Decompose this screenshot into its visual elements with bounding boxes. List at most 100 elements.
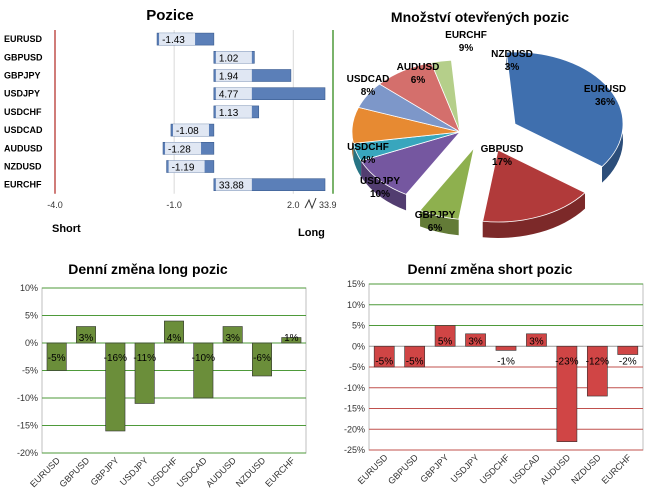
pie-title: Množství otevřených pozic: [391, 9, 569, 25]
data-label: -5%: [375, 356, 393, 367]
category-label: AUDUSD: [204, 455, 238, 489]
pie-slice: [419, 147, 475, 220]
category-label: AUDUSD: [4, 143, 43, 153]
category-label: USDJPY: [4, 89, 40, 99]
data-label: -23%: [555, 356, 578, 367]
change-bar: [434, 325, 456, 347]
value-label: 1.02: [219, 53, 239, 64]
long-change-chart: Denní změna long pozic -20% -15% -10% -5% 0%…: [17, 261, 307, 489]
pie-label: EURCHF: [445, 30, 487, 41]
data-label: -11%: [133, 353, 156, 364]
category-label: GBPJPY: [89, 455, 121, 487]
data-label: -12%: [586, 356, 609, 367]
data-label: -10%: [192, 353, 215, 364]
pie-slice-side: [482, 192, 586, 238]
value-label-bg: [215, 105, 252, 118]
value-label-bg: [215, 178, 252, 191]
change-bar: [193, 342, 214, 399]
pie-label: EURUSD: [584, 84, 626, 95]
x-tick-label: 2.0: [287, 200, 300, 210]
value-label-bg: [215, 69, 252, 82]
pie-label: USDJPY: [360, 176, 400, 187]
category-label: EURUSD: [356, 452, 390, 486]
value-label: -1.28: [168, 144, 191, 155]
category-label: USDJPY: [449, 452, 481, 484]
pie-slice: [482, 149, 586, 223]
category-label: NZDUSD: [4, 162, 42, 172]
value-label-bg: [215, 87, 252, 100]
short-change-title: Denní změna short pozic: [408, 261, 573, 277]
category-label: GBPJPY: [4, 71, 41, 81]
y-tick-label: -10%: [344, 383, 365, 393]
data-label: -5%: [406, 356, 424, 367]
pie-label: USDCAD: [347, 74, 390, 85]
category-label: USDCHF: [478, 452, 512, 486]
data-label: 1%: [284, 333, 299, 344]
short-change-chart: Denní změna short pozic -25% -20% -15% -10%…: [344, 261, 644, 486]
y-tick-label: -15%: [344, 404, 365, 414]
y-tick-label: 10%: [20, 283, 38, 293]
category-label: EURCHF: [263, 455, 297, 489]
pie-label: GBPJPY: [415, 210, 456, 221]
change-bar: [526, 333, 547, 347]
positions-title: Pozice: [146, 7, 194, 24]
change-bar: [134, 342, 155, 404]
x-tick-label: -1.0: [166, 200, 182, 210]
long-label: Long: [298, 227, 325, 239]
data-label: 3%: [529, 336, 544, 347]
positions-chart: Pozice -4.0 -1.0 2.0 33.9 EURUSD -1.43 GBPUSD 1…: [4, 7, 337, 239]
data-label: 5%: [438, 336, 453, 347]
pie-slice-side: [353, 143, 362, 177]
category-label: EURCHF: [4, 180, 42, 190]
data-label: -5%: [48, 353, 66, 364]
change-bar: [556, 345, 578, 442]
change-bar: [465, 333, 486, 347]
y-tick-label: -5%: [349, 362, 365, 372]
change-bar: [222, 326, 243, 344]
change-bar: [252, 342, 272, 377]
change-bar: [617, 345, 639, 355]
category-label: USDCAD: [4, 125, 43, 135]
category-label: USDCAD: [175, 455, 209, 489]
x-tick-label: -4.0: [47, 200, 63, 210]
value-label: 4.77: [219, 90, 239, 101]
pie-slice-side: [361, 160, 407, 211]
pie-pct-label: 9%: [459, 43, 474, 54]
pie-slice: [430, 59, 461, 133]
category-label: GBPJPY: [418, 452, 450, 484]
change-bar: [495, 345, 517, 351]
change-bar: [105, 342, 126, 432]
value-label: 1.94: [219, 72, 239, 83]
y-tick-label: 15%: [347, 279, 365, 289]
value-label-bg: [159, 33, 196, 46]
category-label: USDCHF: [146, 455, 180, 489]
pie-pct-label: 4%: [361, 155, 376, 166]
pie-pct-label: 36%: [595, 97, 615, 108]
pie-pct-label: 17%: [492, 157, 512, 168]
change-bar: [586, 345, 608, 397]
change-bar: [373, 345, 395, 368]
change-bar: [46, 342, 67, 371]
category-label: NZDUSD: [234, 455, 268, 489]
data-label: -16%: [104, 353, 127, 364]
y-tick-label: -20%: [344, 424, 365, 434]
data-label: 3%: [79, 333, 94, 344]
short-label: Short: [52, 223, 81, 235]
data-label: -6%: [253, 353, 271, 364]
change-bar: [404, 345, 426, 368]
category-label: GBPUSD: [4, 52, 43, 62]
y-tick-label: -15%: [17, 421, 38, 431]
pie-slice: [505, 51, 624, 168]
data-label: -1%: [497, 356, 515, 367]
category-label: USDJPY: [118, 455, 150, 487]
pie-label: NZDUSD: [491, 49, 533, 60]
category-label: AUDUSD: [538, 452, 572, 486]
pie-label: AUDUSD: [397, 62, 440, 73]
y-tick-label: -5%: [22, 366, 38, 376]
category-label: USDCHF: [4, 107, 42, 117]
change-bar: [76, 326, 96, 344]
pie-slice-side: [420, 210, 459, 236]
pie-pct-label: 6%: [411, 75, 426, 86]
value-label: -1.19: [172, 163, 195, 174]
value-label: -1.43: [162, 35, 185, 46]
